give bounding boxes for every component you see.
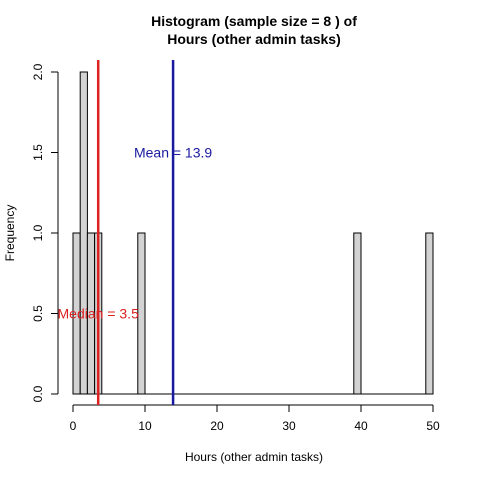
histogram-bar [137,232,146,395]
x-axis: 0 10 20 30 40 50 [70,404,440,433]
y-tick-label: 0.0 [31,385,45,402]
chart-title-line-1: Histogram (sample size = 8 ) of [151,13,357,29]
y-tick-label: 1.5 [31,144,45,161]
y-tick-label: 1.0 [31,224,45,241]
y-tick-label: 2.0 [31,63,45,80]
histogram-bar [425,232,434,395]
histogram-bar [79,71,88,395]
x-tick-label: 40 [354,419,368,433]
x-tick-label: 10 [138,419,152,433]
x-tick-label: 50 [426,419,440,433]
mean-label: Mean = 13.9 [134,145,212,161]
median-label: Median = 3.5 [58,306,140,322]
histogram-bar [353,232,362,395]
y-axis: 0.0 0.5 1.0 1.5 2.0 [31,63,59,402]
x-tick-label: 0 [70,419,77,433]
x-tick-label: 30 [282,419,296,433]
y-tick-label: 0.5 [31,305,45,322]
x-axis-label: Hours (other admin tasks) [185,450,323,464]
reference-lines: Median = 3.5 Mean = 13.9 [58,60,212,405]
x-tick-label: 20 [210,419,224,433]
y-axis-label: Frequency [3,205,17,262]
histogram-bars [72,71,434,395]
chart-title-line-2: Hours (other admin tasks) [167,31,340,47]
